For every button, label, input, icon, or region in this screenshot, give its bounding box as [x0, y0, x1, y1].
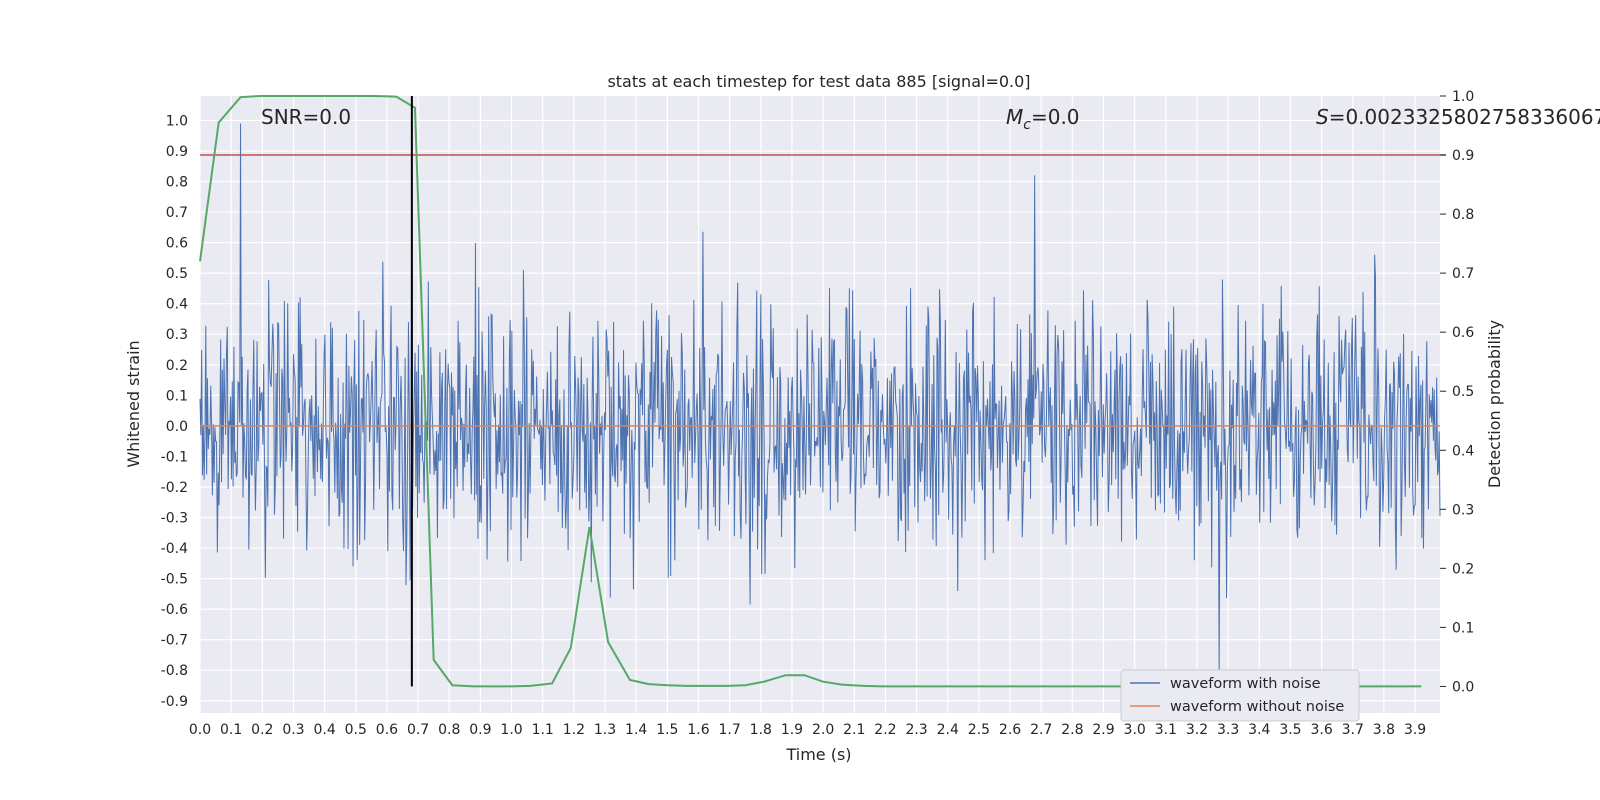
- x-tick-label: 2.9: [1092, 722, 1114, 738]
- x-tick-label: 3.4: [1248, 722, 1270, 738]
- x-tick-label: 0.9: [469, 722, 491, 738]
- y-tick-label: -0.5: [161, 572, 188, 588]
- x-tick-label: 1.7: [719, 722, 741, 738]
- y2-tick-label: 0.5: [1452, 384, 1474, 400]
- y-tick-label: -0.2: [161, 480, 188, 496]
- y-tick-label: 0.8: [166, 175, 188, 191]
- x-tick-label: 2.8: [1061, 722, 1083, 738]
- y-tick-label: 0.1: [166, 388, 188, 404]
- y2-axis-ticks: 1.0 0.9 0.8 0.7 0.6 0.5 0.4 0.3 0.2 0.1 0.0: [1440, 89, 1474, 695]
- x-tick-label: 3.0: [1124, 722, 1146, 738]
- y-tick-label: 0.0: [166, 419, 188, 435]
- chirp-mass-value: =0.0: [1031, 105, 1080, 129]
- x-tick-label: 0.4: [313, 722, 335, 738]
- chirp-mass-symbol: M: [1006, 105, 1023, 129]
- legend-label-noise: waveform with noise: [1170, 676, 1321, 692]
- waveform-with-noise-line: [199, 123, 1441, 677]
- x-tick-label: 1.1: [532, 722, 554, 738]
- y2-axis-label: Detection probability: [1485, 320, 1504, 488]
- y-tick-label: 0.2: [166, 358, 188, 374]
- x-tick-label: 3.3: [1217, 722, 1239, 738]
- x-tick-label: 0.8: [438, 722, 460, 738]
- y2-tick-label: 0.4: [1452, 443, 1474, 459]
- x-tick-label: 0.6: [376, 722, 398, 738]
- y-axis-label: Whitened strain: [124, 340, 143, 467]
- x-tick-label: 0.7: [407, 722, 429, 738]
- x-tick-label: 3.6: [1310, 722, 1332, 738]
- y-tick-label: -0.8: [161, 663, 188, 679]
- x-tick-label: 1.4: [625, 722, 647, 738]
- y2-tick-label: 0.1: [1452, 620, 1474, 636]
- x-tick-label: 3.7: [1342, 722, 1364, 738]
- x-tick-label: 0.1: [220, 722, 242, 738]
- chirp-mass-subscript: c: [1023, 117, 1031, 133]
- x-axis-ticks: 0.0 0.1 0.2 0.3 0.4 0.5 0.6 0.7 0.8 0.9 1.0 1.1 1.2 1…: [189, 722, 1426, 738]
- y-tick-label: 0.3: [166, 327, 188, 343]
- x-tick-label: 2.2: [874, 722, 896, 738]
- y-tick-label: 1.0: [166, 113, 188, 129]
- x-tick-label: 1.6: [687, 722, 709, 738]
- x-tick-label: 1.2: [563, 722, 585, 738]
- y2-tick-label: 0.6: [1452, 325, 1474, 341]
- x-tick-label: 3.5: [1279, 722, 1301, 738]
- x-tick-label: 2.4: [937, 722, 959, 738]
- x-tick-label: 2.7: [1030, 722, 1052, 738]
- x-tick-label: 3.2: [1186, 722, 1208, 738]
- y-axis-ticks: 1.0 0.9 0.8 0.7 0.6 0.5 0.4 0.3 0.2 0.1 0.0 -0.1 -0.…: [161, 113, 188, 709]
- y-tick-label: -0.1: [161, 449, 188, 465]
- x-tick-label: 3.8: [1373, 722, 1395, 738]
- y-tick-label: -0.9: [161, 694, 188, 710]
- chirp-mass-annotation: Mc=0.0: [1006, 105, 1080, 133]
- grid: [199, 96, 1440, 713]
- x-tick-label: 0.3: [282, 722, 304, 738]
- y2-tick-label: 0.9: [1452, 148, 1474, 164]
- x-tick-label: 2.3: [905, 722, 927, 738]
- legend: waveform with noise waveform without noi…: [1120, 669, 1360, 722]
- plot-area: [199, 95, 1446, 713]
- x-tick-label: 1.5: [656, 722, 678, 738]
- y-tick-label: 0.4: [166, 297, 188, 313]
- y-tick-label: -0.3: [161, 511, 188, 527]
- x-tick-label: 2.1: [843, 722, 865, 738]
- x-tick-label: 2.0: [812, 722, 834, 738]
- y-tick-label: 0.5: [166, 266, 188, 282]
- y-tick-label: -0.7: [161, 633, 188, 649]
- legend-label-clean: waveform without noise: [1170, 699, 1344, 715]
- x-tick-label: 3.9: [1404, 722, 1426, 738]
- x-axis-label: Time (s): [785, 745, 851, 764]
- detection-probability-line: [199, 95, 1422, 688]
- x-tick-label: 2.5: [968, 722, 990, 738]
- y-tick-label: 0.7: [166, 205, 188, 221]
- s-value: =0.0023325802758336067: [1329, 105, 1600, 129]
- x-tick-label: 1.3: [594, 722, 616, 738]
- y2-tick-label: 0.2: [1452, 561, 1474, 577]
- y2-tick-label: 0.3: [1452, 502, 1474, 518]
- y2-tick-label: 1.0: [1452, 89, 1474, 105]
- chart-title: stats at each timestep for test data 885…: [607, 72, 1030, 91]
- x-tick-label: 0.0: [189, 722, 211, 738]
- x-tick-label: 2.6: [999, 722, 1021, 738]
- x-tick-label: 3.1: [1155, 722, 1177, 738]
- y2-tick-label: 0.8: [1452, 207, 1474, 223]
- s-symbol: S: [1316, 105, 1329, 129]
- x-tick-label: 1.8: [750, 722, 772, 738]
- y-tick-label: -0.6: [161, 602, 188, 618]
- x-tick-label: 0.2: [251, 722, 273, 738]
- y-tick-label: 0.9: [166, 144, 188, 160]
- s-annotation: S=0.0023325802758336067: [1316, 105, 1600, 129]
- y-tick-label: 0.6: [166, 236, 188, 252]
- snr-annotation: SNR=0.0: [261, 105, 351, 129]
- x-tick-label: 1.9: [781, 722, 803, 738]
- y-tick-label: -0.4: [161, 541, 188, 557]
- y2-tick-label: 0.7: [1452, 266, 1474, 282]
- x-tick-label: 0.5: [345, 722, 367, 738]
- x-tick-label: 1.0: [500, 722, 522, 738]
- y2-tick-label: 0.0: [1452, 679, 1474, 695]
- legend-box: [1120, 669, 1360, 722]
